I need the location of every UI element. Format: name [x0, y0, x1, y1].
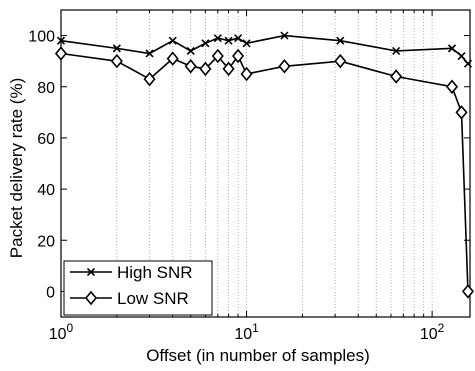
x-tick-label: 102 [420, 321, 445, 343]
x-tick-label: 100 [49, 321, 74, 343]
data-point [166, 51, 179, 66]
legend-marker-high-snr [86, 267, 96, 277]
y-tick-label: 60 [37, 131, 55, 148]
series-low-snr [54, 46, 475, 299]
data-point [457, 51, 466, 61]
data-point [211, 48, 224, 64]
data-point [336, 36, 345, 45]
data-point [201, 39, 210, 48]
data-point [390, 69, 403, 84]
data-point [334, 53, 347, 69]
y-tick-label: 20 [37, 233, 55, 250]
series-layer [54, 31, 475, 299]
data-point [240, 66, 253, 82]
axis-ticks: 0 20 40 60 80 100 100 101 102 [28, 10, 470, 343]
legend-label-low-snr: Low SNR [117, 289, 189, 308]
series-line [60, 34, 469, 65]
data-point [54, 46, 68, 61]
data-point [112, 44, 121, 53]
legend-marker [84, 290, 98, 306]
x-tick-label: 101 [234, 321, 259, 343]
y-tick-label: 80 [37, 80, 55, 97]
data-point [213, 34, 222, 43]
y-tick-label: 0 [46, 284, 55, 301]
data-point [463, 59, 473, 68]
plot-area-frame [60, 9, 471, 318]
data-point [447, 44, 457, 53]
data-point [145, 49, 154, 58]
x-axis-label: Offset (in number of samples) [146, 346, 370, 365]
series-high-snr [56, 31, 473, 68]
legend-marker [86, 267, 96, 277]
legend-item-high-snr: High SNR [70, 263, 193, 282]
data-point [199, 61, 212, 77]
data-point [143, 71, 156, 87]
data-point [184, 59, 197, 74]
data-point [56, 36, 66, 45]
data-point [186, 46, 195, 55]
legend-label-high-snr: High SNR [117, 263, 193, 282]
data-point [232, 48, 245, 64]
y-axis-label: Packet delivery rate (%) [7, 78, 26, 258]
data-point [461, 284, 475, 299]
data-point [445, 79, 459, 94]
data-point [168, 36, 177, 45]
legend-item-low-snr: Low SNR [70, 289, 189, 308]
data-point [222, 61, 235, 77]
data-point [455, 105, 468, 120]
data-point [242, 39, 251, 48]
data-point [234, 34, 243, 43]
data-point [392, 46, 401, 55]
data-point [110, 53, 123, 69]
data-point [280, 31, 289, 40]
data-point [224, 36, 233, 45]
y-tick-label: 40 [37, 182, 55, 199]
y-tick-label: 100 [28, 29, 55, 46]
series-line [60, 52, 469, 292]
legend-marker-low-snr [84, 290, 98, 306]
legend: High SNR Low SNR [63, 260, 213, 316]
data-point [278, 59, 291, 74]
